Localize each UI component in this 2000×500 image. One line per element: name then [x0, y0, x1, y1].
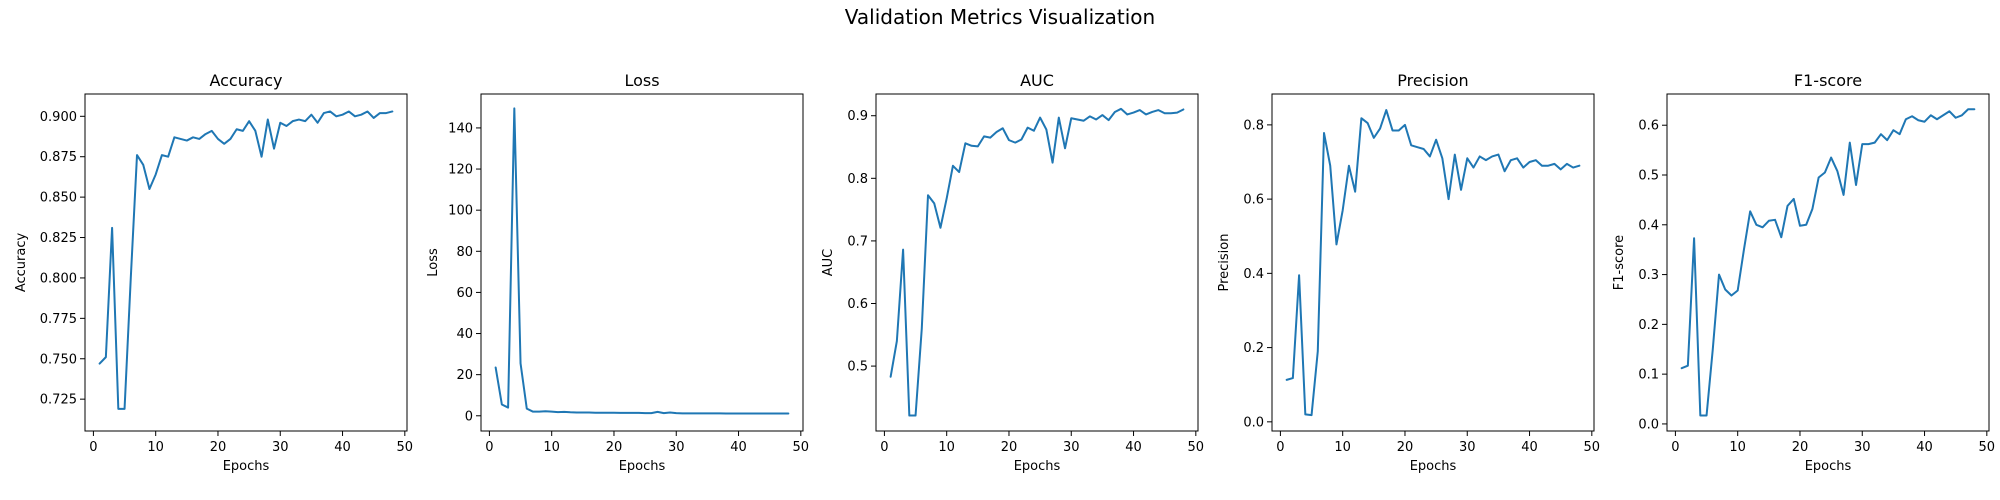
precision-xtick-label: 20 [1397, 440, 1414, 455]
loss-xtick-label: 50 [793, 440, 810, 455]
loss-ylabel: Loss [426, 248, 441, 277]
precision-ylabel: Precision [1217, 233, 1232, 291]
accuracy-ytick-label: 0.825 [40, 231, 77, 246]
loss-ytick-label: 20 [456, 368, 473, 383]
f1-score-ytick-label: 0.5 [1638, 169, 1659, 184]
loss-series-line [494, 107, 790, 415]
loss-ytick-label: 60 [456, 286, 473, 301]
accuracy-ytick-label: 0.750 [40, 352, 77, 367]
figure-suptitle: Validation Metrics Visualization [844, 5, 1156, 29]
loss-ytick-label: 80 [456, 245, 473, 260]
auc-xtick-label: 50 [1188, 440, 1205, 455]
accuracy-title: Accuracy [209, 71, 282, 90]
accuracy-ytick-label: 0.875 [40, 150, 77, 165]
loss-ytick-label: 120 [448, 163, 473, 178]
accuracy-xtick-label: 20 [210, 440, 227, 455]
f1-score-xtick-label: 10 [1729, 440, 1746, 455]
precision-axes-frame [1271, 93, 1595, 432]
accuracy-ytick-label: 0.725 [40, 393, 77, 408]
auc-xtick-label: 0 [880, 440, 888, 455]
auc-xtick-label: 40 [1125, 440, 1142, 455]
precision-xtick-label: 30 [1459, 440, 1476, 455]
auc-ytick-label: 0.8 [847, 172, 868, 187]
f1-score-ytick-label: 0.0 [1638, 417, 1659, 432]
f1-score-ytick-label: 0.6 [1638, 119, 1659, 134]
precision-xlabel: Epochs [1410, 459, 1457, 474]
precision-series-line [1285, 109, 1581, 417]
f1-score-ytick-label: 0.1 [1638, 368, 1659, 383]
precision-ytick-label: 0.0 [1243, 415, 1264, 430]
f1-score-ylabel: F1-score [1612, 235, 1627, 290]
loss-xtick-label: 30 [668, 440, 685, 455]
accuracy-ylabel: Accuracy [14, 233, 29, 293]
loss-ytick-label: 100 [448, 204, 473, 219]
loss-axes-frame [480, 93, 804, 432]
f1-score-xtick-label: 40 [1916, 440, 1933, 455]
precision-ytick-label: 0.2 [1243, 341, 1264, 356]
loss-title: Loss [624, 71, 659, 90]
accuracy-xlabel: Epochs [223, 459, 270, 474]
f1-score-xtick-label: 50 [1979, 440, 1996, 455]
precision-ytick-label: 0.4 [1243, 267, 1264, 282]
f1-score-xtick-label: 0 [1671, 440, 1679, 455]
f1-score-ytick-label: 0.3 [1638, 268, 1659, 283]
precision-ytick-label: 0.6 [1243, 193, 1264, 208]
f1-score-axes-frame [1666, 93, 1990, 432]
precision-title: Precision [1397, 71, 1468, 90]
f1-score-ytick-label: 0.4 [1638, 218, 1659, 233]
accuracy-ytick-label: 0.900 [40, 110, 77, 125]
accuracy-axes-frame [84, 93, 408, 432]
loss-ytick-label: 140 [448, 121, 473, 136]
auc-ytick-label: 0.9 [847, 109, 868, 124]
loss-ytick-label: 40 [456, 327, 473, 342]
accuracy-ytick-label: 0.800 [40, 271, 77, 286]
accuracy-xtick-label: 30 [272, 440, 289, 455]
f1-score-xtick-label: 20 [1792, 440, 1809, 455]
auc-series-line [889, 107, 1185, 417]
loss-xtick-label: 10 [543, 440, 560, 455]
auc-xtick-label: 20 [1001, 440, 1018, 455]
loss-ytick-label: 0 [465, 409, 473, 424]
precision-xtick-label: 0 [1276, 440, 1284, 455]
precision-xtick-label: 50 [1584, 440, 1601, 455]
accuracy-xtick-label: 0 [89, 440, 97, 455]
accuracy-xtick-label: 10 [147, 440, 164, 455]
auc-ytick-label: 0.6 [847, 297, 868, 312]
accuracy-ytick-label: 0.775 [40, 312, 77, 327]
auc-ytick-label: 0.7 [847, 234, 868, 249]
auc-ytick-label: 0.5 [847, 360, 868, 375]
f1-score-xlabel: Epochs [1805, 459, 1852, 474]
accuracy-series-line [98, 110, 394, 410]
accuracy-xtick-label: 40 [334, 440, 351, 455]
auc-xlabel: Epochs [1014, 459, 1061, 474]
loss-xtick-label: 40 [730, 440, 747, 455]
loss-xtick-label: 20 [606, 440, 623, 455]
auc-xtick-label: 30 [1063, 440, 1080, 455]
precision-xtick-label: 10 [1334, 440, 1351, 455]
accuracy-xtick-label: 50 [397, 440, 414, 455]
accuracy-ytick-label: 0.850 [40, 191, 77, 206]
auc-ylabel: AUC [821, 249, 836, 277]
f1-score-xtick-label: 30 [1854, 440, 1871, 455]
precision-xtick-label: 40 [1521, 440, 1538, 455]
precision-ytick-label: 0.8 [1243, 118, 1264, 133]
auc-title: AUC [1020, 71, 1054, 90]
f1-score-series-line [1680, 108, 1976, 417]
loss-xlabel: Epochs [619, 459, 666, 474]
f1-score-title: F1-score [1794, 71, 1862, 90]
loss-xtick-label: 0 [485, 440, 493, 455]
auc-xtick-label: 10 [938, 440, 955, 455]
f1-score-ytick-label: 0.2 [1638, 318, 1659, 333]
auc-axes-frame [875, 93, 1199, 432]
